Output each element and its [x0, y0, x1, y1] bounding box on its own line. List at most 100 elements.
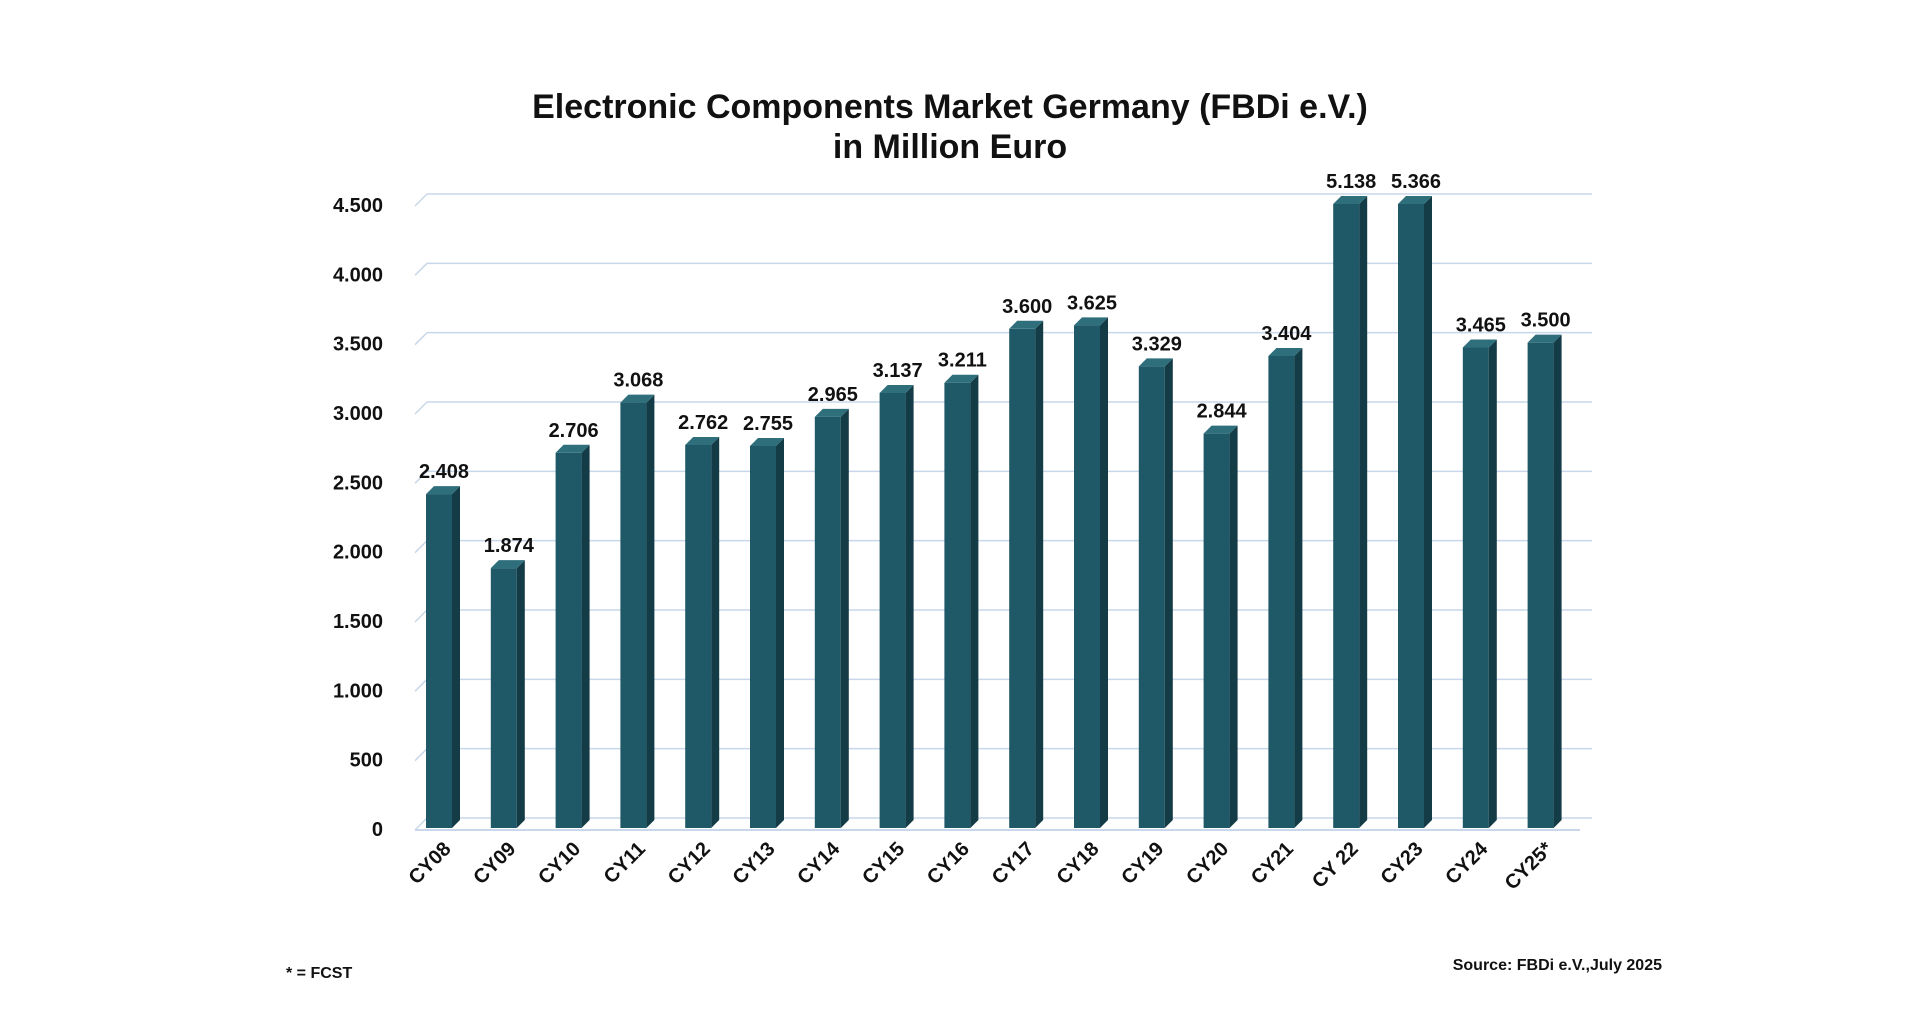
- bar-top: [1398, 196, 1432, 204]
- y-tick-label: 4.500: [333, 195, 383, 217]
- bar-CY25: [1527, 334, 1562, 828]
- bar-side: [581, 444, 590, 828]
- y-tick-label: 3.500: [333, 334, 383, 356]
- x-tick-label: CY16: [923, 838, 974, 889]
- bar-top: [1268, 347, 1303, 356]
- bar-side: [711, 437, 720, 828]
- bar-CY24: [1462, 339, 1497, 828]
- bar-front: [750, 445, 776, 828]
- bar-front: [1268, 355, 1295, 828]
- x-tick-label: CY15: [858, 838, 909, 889]
- data-label: 2.755: [743, 413, 793, 435]
- bar-CY12: [685, 437, 720, 828]
- data-label: 3.211: [938, 350, 987, 372]
- bar-front: [1009, 328, 1036, 828]
- bar-side: [1229, 425, 1238, 828]
- gridline-depth: [414, 401, 428, 415]
- data-label: 2.762: [678, 412, 728, 434]
- gridline-depth: [414, 678, 428, 692]
- gridline-depth: [414, 609, 428, 623]
- bar-top: [750, 437, 784, 446]
- gridline-depth: [414, 332, 428, 346]
- x-tick-label: CY08: [405, 838, 456, 889]
- bar-CY15: [879, 385, 914, 828]
- data-label: 3.600: [1002, 296, 1052, 318]
- data-label: 2.965: [808, 384, 858, 406]
- bar-top: [685, 437, 720, 446]
- bar-top: [1138, 358, 1173, 367]
- y-tick-label: 4.000: [333, 264, 383, 286]
- x-tick-label: CY25*: [1501, 838, 1558, 895]
- data-label: 5.138: [1326, 171, 1376, 193]
- bar-side: [1100, 317, 1108, 828]
- bar-CY21: [1268, 347, 1303, 828]
- bar-side: [1164, 358, 1173, 828]
- x-tick-label: CY17: [988, 838, 1039, 889]
- bar-CY20: [1203, 425, 1238, 828]
- bar-front: [879, 393, 906, 828]
- x-tick-label: CY09: [469, 838, 520, 889]
- y-axis: 0 500 1.000 1.500 2.000 2.500 3.000 3.500 4.000 4…: [333, 195, 383, 841]
- x-tick-label: CY12: [664, 838, 715, 889]
- gridline-depth: [414, 540, 428, 554]
- bar-front: [490, 568, 517, 828]
- x-tick-label: CY 22: [1308, 838, 1363, 893]
- data-label: 2.844: [1197, 401, 1248, 423]
- bar-top: [620, 394, 655, 403]
- bar-top: [1333, 196, 1368, 204]
- chart-subtitle: in Million Euro: [833, 128, 1067, 166]
- data-label: 3.068: [613, 370, 663, 392]
- bar-front: [944, 382, 971, 828]
- y-tick-label: 1.500: [333, 611, 383, 633]
- bar-side: [840, 408, 849, 828]
- y-tick-label: 2.500: [333, 472, 383, 494]
- bar-front: [1333, 204, 1360, 828]
- data-label: 2.706: [549, 420, 599, 442]
- bar-front: [1138, 366, 1165, 828]
- bar-top: [879, 385, 914, 394]
- x-tick-label: CY20: [1182, 838, 1233, 889]
- source-note: Source: FBDi e.V.,July 2025: [1453, 957, 1662, 974]
- y-tick-label: 500: [350, 750, 383, 772]
- bar-side: [905, 385, 914, 828]
- x-tick-label: CY23: [1377, 838, 1428, 889]
- bar-top: [490, 560, 525, 569]
- gridline-depth: [414, 817, 428, 831]
- x-tick-label: CY14: [793, 837, 845, 889]
- bar-CY16: [944, 374, 979, 828]
- gridline-depth: [414, 470, 428, 484]
- bar-CY09: [490, 560, 525, 828]
- bar-CY23: [1398, 196, 1432, 828]
- y-tick-label: 3.000: [333, 403, 383, 425]
- bar-front: [1203, 433, 1230, 828]
- footnote: * = FCST: [286, 965, 352, 982]
- bar-side: [1035, 320, 1044, 828]
- y-tick-label: 1.000: [333, 680, 383, 702]
- bar-front: [685, 445, 712, 828]
- data-label: 3.500: [1521, 310, 1571, 332]
- data-label: 3.465: [1456, 315, 1506, 337]
- data-label: 3.137: [873, 360, 923, 382]
- bar-side: [646, 394, 655, 828]
- bar-top: [1009, 320, 1044, 329]
- bar-top: [814, 408, 849, 417]
- bar-top: [1462, 339, 1497, 348]
- bar-side: [452, 486, 460, 828]
- bar-CY19: [1138, 358, 1173, 828]
- data-label: 3.404: [1261, 323, 1312, 345]
- bar-side: [1488, 339, 1497, 828]
- bar-front: [814, 416, 841, 828]
- bar-front: [1462, 347, 1489, 828]
- bar-CY11: [620, 394, 655, 828]
- bar-top: [1527, 334, 1562, 343]
- bar-side: [1424, 196, 1432, 828]
- bar-CY22: [1333, 196, 1368, 828]
- data-label: 1.874: [484, 535, 535, 557]
- bar-front: [1398, 204, 1424, 828]
- bar-side: [1359, 196, 1368, 828]
- data-label: 5.366: [1391, 171, 1441, 193]
- bar-front: [620, 402, 647, 828]
- x-tick-label: CY18: [1053, 838, 1104, 889]
- bar-top: [1074, 317, 1108, 326]
- x-tick-label: CY24: [1441, 837, 1493, 889]
